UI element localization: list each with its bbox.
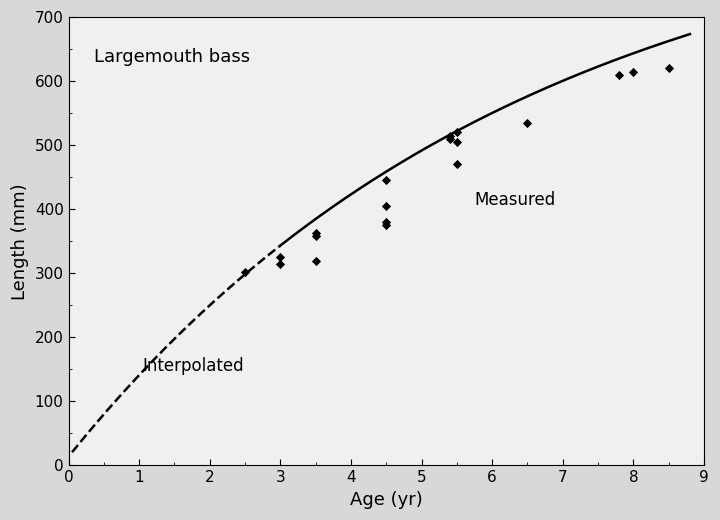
- Point: [628, 68, 639, 76]
- Point: [613, 71, 625, 79]
- Point: [380, 202, 392, 210]
- Point: [239, 268, 251, 276]
- X-axis label: Age (yr): Age (yr): [350, 491, 423, 509]
- Text: Measured: Measured: [474, 191, 556, 209]
- Point: [444, 135, 456, 143]
- Point: [310, 232, 321, 240]
- Text: Interpolated: Interpolated: [143, 357, 244, 375]
- Point: [451, 128, 463, 137]
- Point: [451, 138, 463, 146]
- Point: [380, 221, 392, 229]
- Point: [451, 160, 463, 168]
- Point: [310, 229, 321, 237]
- Text: Largemouth bass: Largemouth bass: [94, 48, 250, 67]
- Point: [663, 64, 675, 72]
- Point: [274, 259, 286, 268]
- Point: [380, 176, 392, 185]
- Point: [380, 218, 392, 226]
- Y-axis label: Length (mm): Length (mm): [11, 183, 29, 300]
- Point: [274, 253, 286, 262]
- Point: [444, 132, 456, 140]
- Point: [522, 119, 534, 127]
- Point: [310, 256, 321, 265]
